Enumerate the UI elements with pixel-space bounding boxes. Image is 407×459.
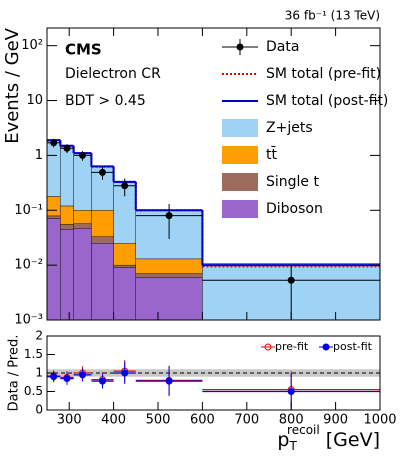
ratio-point: [121, 369, 129, 377]
y-tick-label: 1: [35, 148, 43, 163]
stack-segment: [73, 228, 92, 320]
stack-segment: [60, 229, 74, 320]
x-tick-label: 1000: [363, 413, 396, 428]
legend-symbol: [222, 119, 258, 137]
legend-label: tt̄: [266, 145, 277, 163]
data-point: [79, 151, 87, 159]
ratio-point: [79, 371, 87, 379]
stack-segment: [73, 152, 92, 211]
main-plot: [47, 138, 380, 332]
y-axis-label: Events / GeV: [2, 27, 23, 143]
experiment-label: CMS: [65, 41, 102, 59]
legend-label: Z+jets: [266, 120, 313, 136]
x-tick-label: 800: [279, 413, 304, 428]
y-tick-label: 2: [35, 329, 43, 343]
uncertainty-band: [47, 369, 380, 377]
stack-segment: [91, 236, 114, 244]
ratio-plot: [47, 360, 380, 410]
stack-segment: [47, 215, 61, 219]
x-tick-label: 300: [57, 413, 82, 428]
data-point: [63, 144, 71, 152]
data-point: [165, 212, 173, 220]
ratio-frame: [46, 335, 381, 411]
legend-symbol: [236, 43, 244, 51]
stack-segment: [202, 325, 380, 332]
legend-symbol: [222, 173, 258, 191]
x-tick-label: 400: [101, 413, 126, 428]
data-point: [50, 139, 58, 147]
cut-label: BDT > 0.45: [65, 93, 146, 109]
x-tick-label: 900: [323, 413, 348, 428]
lumi-label: 36 fb⁻¹ (13 TeV): [285, 9, 380, 23]
data-point: [121, 182, 129, 190]
data-point: [287, 276, 295, 284]
legend-label: pre-fit: [275, 340, 309, 353]
stack-segment: [91, 210, 114, 237]
main-frame: [46, 27, 381, 321]
stack-segment: [91, 243, 114, 320]
legend-symbol: [222, 146, 258, 164]
stack-segment: [113, 243, 136, 266]
x-tick-label: 600: [190, 413, 215, 428]
stack-segment: [47, 218, 61, 320]
stack-segment: [73, 223, 92, 229]
legend-label: Single t: [266, 174, 319, 190]
region-label: Dielectron CR: [65, 66, 161, 82]
y-tick-label: 0: [35, 403, 43, 417]
stack-segment: [113, 267, 136, 320]
x-label-base: p: [277, 429, 289, 451]
x-label-sub: T: [288, 439, 297, 453]
ratio-point: [50, 373, 58, 381]
x-tick-label: 700: [234, 413, 259, 428]
ratio-point: [63, 375, 71, 383]
y-tick-label: 10⁻³: [14, 313, 43, 328]
y-tick-label: 10²: [21, 38, 43, 53]
legend-label: Data: [266, 39, 299, 55]
y-tick-label: 10⁻¹: [14, 203, 43, 218]
stack-segment: [60, 145, 74, 207]
ratio-point: [165, 377, 173, 385]
legend-symbol: [222, 200, 258, 218]
legend-label: SM total (pre-fit): [266, 66, 381, 82]
x-label-sup: recoil: [287, 423, 320, 437]
y-tick-label: 10: [26, 93, 43, 108]
x-label-unit: [GeV]: [320, 429, 380, 451]
ratio-point: [99, 377, 106, 385]
legend-label: Diboson: [266, 201, 323, 217]
stack-segment: [135, 277, 203, 320]
legend-label: post-fit: [333, 340, 373, 353]
stack-segment: [135, 273, 203, 278]
y-tick-label: 1: [35, 366, 43, 380]
legend-label: SM total (post-fit): [266, 93, 388, 109]
y-tick-label: 1.5: [24, 347, 43, 361]
y-tick-label: 10⁻²: [14, 258, 43, 273]
stack-segment: [60, 205, 74, 225]
x-tick-label: 500: [146, 413, 171, 428]
x-axis-label: pTrecoil [GeV]: [277, 423, 380, 453]
stack-segment: [73, 210, 92, 224]
data-point: [99, 168, 106, 176]
stack-segment: [47, 196, 61, 217]
stack-segment: [113, 264, 136, 268]
stack-segment: [135, 258, 203, 274]
stack-segment: [47, 139, 61, 197]
ratio-y-axis-label: Data / Pred.: [7, 335, 22, 412]
y-tick-label: 0.5: [24, 384, 43, 398]
ratio-point: [287, 388, 295, 395]
stack-segment: [60, 224, 74, 230]
